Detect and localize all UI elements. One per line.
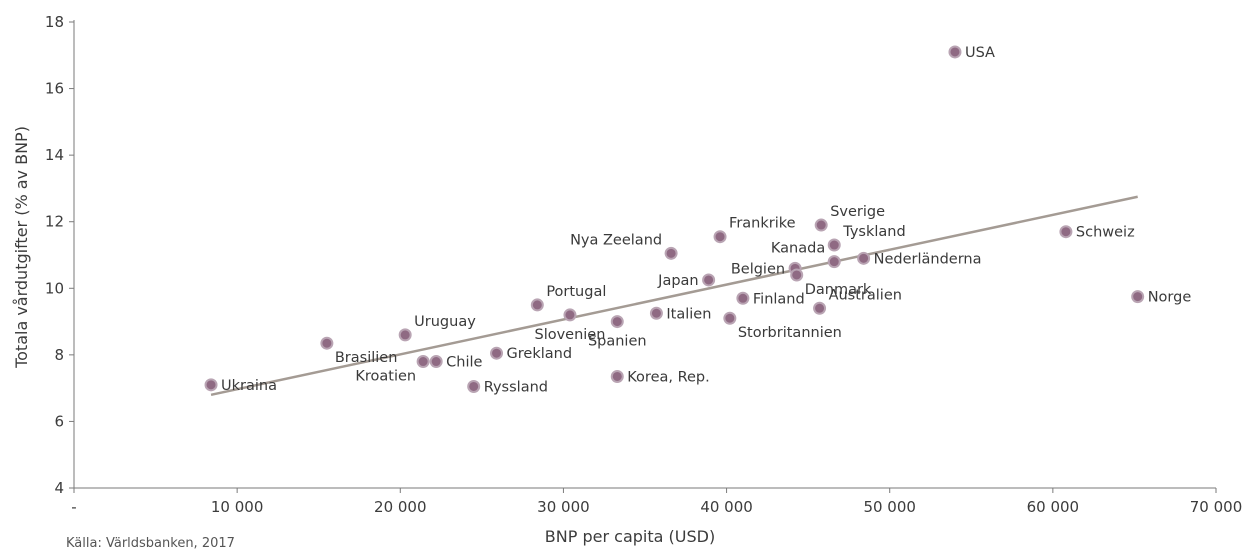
y-tick-label: 12 bbox=[45, 213, 64, 231]
point-label-norge: Norge bbox=[1148, 290, 1192, 306]
y-tick-label: 8 bbox=[54, 346, 64, 364]
point-label-kanada: Kanada bbox=[771, 241, 825, 257]
point-ukraina bbox=[204, 378, 218, 392]
x-axis-ticks: - 10 000 20 000 30 000 40 000 50 000 60 000 70 … bbox=[71, 488, 1242, 516]
point-label-uruguay: Uruguay bbox=[414, 314, 476, 330]
point-usa bbox=[948, 45, 962, 59]
point-finland bbox=[736, 291, 750, 305]
point-chile bbox=[429, 355, 443, 369]
point-uruguay bbox=[398, 328, 412, 342]
point-sverige bbox=[814, 218, 828, 232]
x-tick-label: 10 000 bbox=[211, 498, 264, 516]
point-label-japan: Japan bbox=[657, 273, 698, 289]
axes: 4 6 8 10 12 14 16 18 - 10 000 20 000 30 000 40 000 5… bbox=[45, 13, 1242, 516]
point-label-chile: Chile bbox=[446, 355, 482, 371]
y-tick-label: 16 bbox=[45, 80, 64, 98]
point-label-sverige: Sverige bbox=[830, 204, 885, 220]
point-spanien bbox=[610, 315, 624, 329]
point-frankrike bbox=[713, 230, 727, 244]
point-label-kroatien: Kroatien bbox=[355, 369, 416, 385]
x-tick-label: 50 000 bbox=[863, 498, 916, 516]
trendline bbox=[210, 195, 1138, 397]
y-tick-label: 14 bbox=[45, 146, 64, 164]
x-tick-label: 20 000 bbox=[374, 498, 427, 516]
point-korea-rep bbox=[610, 369, 624, 383]
point-grekland bbox=[490, 346, 504, 360]
point-danmark bbox=[790, 268, 804, 282]
x-axis-title: BNP per capita (USD) bbox=[545, 527, 715, 546]
y-tick-label: 10 bbox=[45, 279, 64, 297]
x-tick-label: - bbox=[71, 498, 76, 516]
point-label-spanien: Spanien bbox=[588, 334, 647, 350]
point-nederländerna bbox=[857, 251, 871, 265]
point-label-nederländerna: Nederländerna bbox=[874, 251, 982, 267]
y-tick-label: 6 bbox=[54, 412, 64, 430]
point-label-usa: USA bbox=[965, 45, 995, 61]
point-brasilien bbox=[320, 336, 334, 350]
point-label-australien: Australien bbox=[829, 287, 902, 303]
point-slovenien bbox=[563, 308, 577, 322]
data-points: USA Schweiz Norge Sverige Tyskland Nederlände… bbox=[204, 45, 1192, 395]
point-label-portugal: Portugal bbox=[546, 284, 606, 300]
point-label-ukraina: Ukraina bbox=[221, 378, 277, 394]
point-portugal bbox=[530, 298, 544, 312]
point-label-ryssland: Ryssland bbox=[484, 379, 548, 395]
point-storbritannien bbox=[723, 311, 737, 325]
point-norge bbox=[1131, 290, 1145, 304]
y-tick-label: 4 bbox=[54, 479, 64, 497]
point-label-schweiz: Schweiz bbox=[1076, 225, 1135, 241]
point-label-danmark: Danmark bbox=[805, 282, 872, 298]
point-label-finland: Finland bbox=[753, 291, 805, 307]
source-note: Källa: Världsbanken, 2017 bbox=[66, 536, 235, 551]
x-tick-label: 30 000 bbox=[537, 498, 590, 516]
point-label-belgien: Belgien bbox=[731, 261, 785, 277]
point-nya-zeeland bbox=[664, 246, 678, 260]
point-label-nya-zeeland: Nya Zeeland bbox=[570, 232, 662, 248]
point-label-frankrike: Frankrike bbox=[729, 216, 796, 232]
point-italien bbox=[649, 306, 663, 320]
point-label-storbritannien: Storbritannien bbox=[738, 325, 842, 341]
y-tick-label: 18 bbox=[45, 13, 64, 31]
point-tyskland bbox=[827, 238, 841, 252]
point-kanada bbox=[827, 255, 841, 269]
x-tick-label: 70 000 bbox=[1190, 498, 1243, 516]
point-label-italien: Italien bbox=[666, 306, 711, 322]
point-kroatien bbox=[416, 355, 430, 369]
y-axis-ticks: 4 6 8 10 12 14 16 18 bbox=[45, 13, 74, 497]
point-label-korea-rep: Korea, Rep. bbox=[627, 369, 709, 385]
x-tick-label: 60 000 bbox=[1027, 498, 1080, 516]
point-ryssland bbox=[467, 379, 481, 393]
point-japan bbox=[702, 273, 716, 287]
point-australien bbox=[813, 301, 827, 315]
x-tick-label: 40 000 bbox=[700, 498, 753, 516]
point-label-brasilien: Brasilien bbox=[335, 350, 398, 366]
point-label-grekland: Grekland bbox=[507, 346, 573, 362]
y-axis-title: Totala vårdutgifter (% av BNP) bbox=[12, 126, 31, 369]
point-schweiz bbox=[1059, 225, 1073, 239]
point-label-slovenien: Slovenien bbox=[534, 327, 605, 343]
point-label-tyskland: Tyskland bbox=[842, 224, 905, 240]
